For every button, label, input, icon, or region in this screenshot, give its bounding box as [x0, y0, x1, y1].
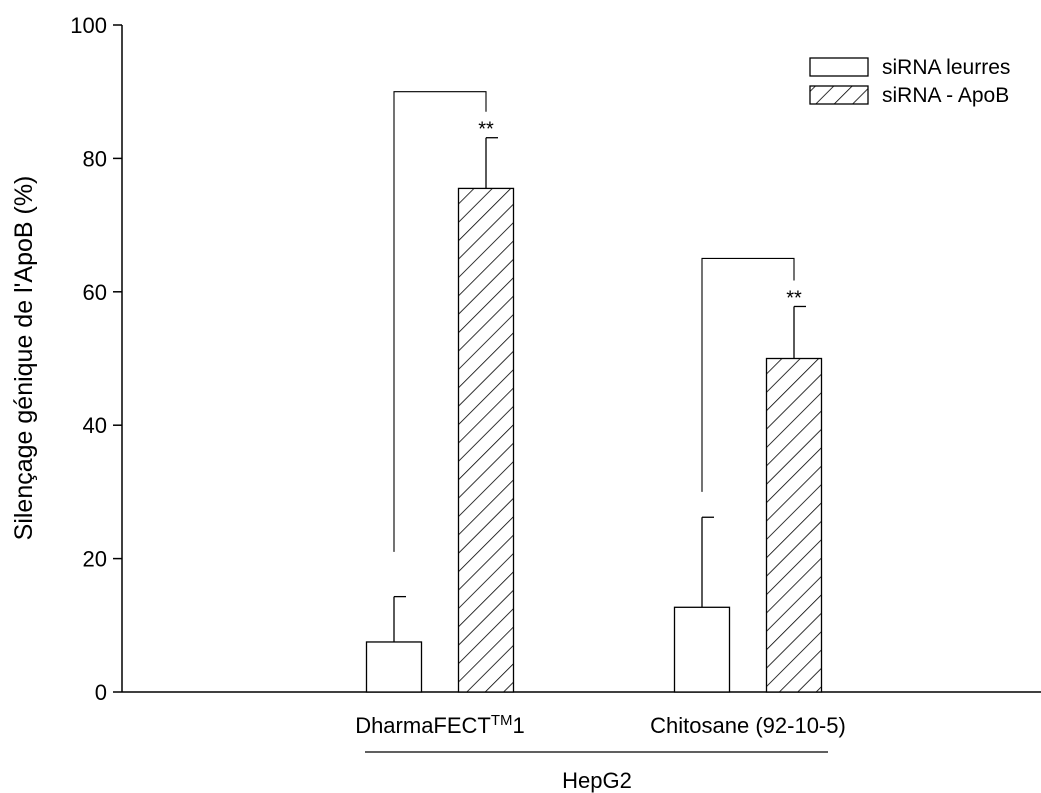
y-tick-label: 0	[95, 680, 107, 705]
x-tick-label: DharmaFECTTM1	[355, 712, 525, 738]
bar	[673, 606, 731, 693]
bars	[365, 137, 823, 693]
significance-label: **	[478, 119, 494, 141]
legend-swatch	[809, 57, 869, 77]
bar	[457, 187, 515, 693]
y-tick-label: 40	[83, 413, 107, 438]
significance-bracket	[393, 91, 487, 552]
axes: 0 20 40 60 80 100 DharmaFECTTM1 Chitosane (92-1…	[70, 13, 1041, 738]
y-tick-label: 20	[83, 547, 107, 572]
legend: siRNA leurres siRNA - ApoB	[809, 56, 1010, 107]
x-tick-label: Chitosane (92-10-5)	[650, 713, 846, 738]
legend-label: siRNA - ApoB	[882, 84, 1009, 107]
y-tick-label: 80	[83, 146, 107, 171]
significance-label: **	[786, 287, 802, 309]
annotations: ** **	[393, 91, 802, 552]
significance-bracket	[701, 257, 795, 492]
bar	[765, 357, 823, 693]
y-tick-label: 60	[83, 280, 107, 305]
bar	[365, 641, 423, 693]
y-axis-label: Silençage génique de l'ApoB (%)	[10, 176, 38, 541]
legend-swatch	[809, 85, 869, 105]
x-axis-label: HepG2	[562, 768, 632, 793]
legend-label: siRNA leurres	[882, 56, 1010, 79]
y-tick-label: 100	[70, 13, 107, 38]
